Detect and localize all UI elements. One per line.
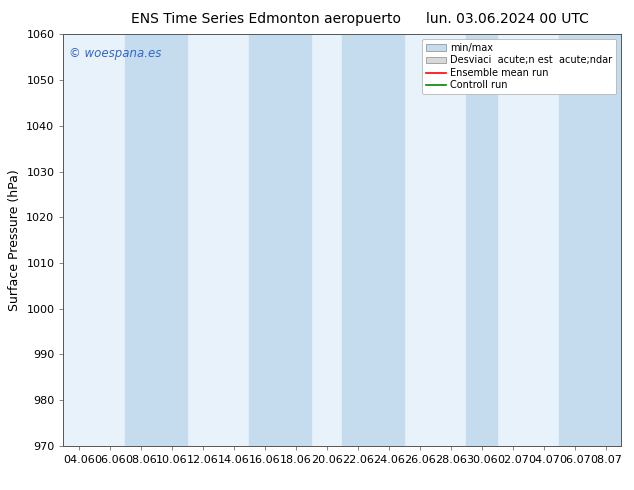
Text: ENS Time Series Edmonton aeropuerto: ENS Time Series Edmonton aeropuerto bbox=[131, 12, 401, 26]
Text: © woespana.es: © woespana.es bbox=[69, 47, 162, 60]
Bar bbox=[559, 34, 621, 446]
Bar bbox=[249, 34, 311, 446]
Bar bbox=[467, 34, 497, 446]
Bar bbox=[342, 34, 404, 446]
Bar bbox=[126, 34, 188, 446]
Y-axis label: Surface Pressure (hPa): Surface Pressure (hPa) bbox=[8, 169, 21, 311]
Text: lun. 03.06.2024 00 UTC: lun. 03.06.2024 00 UTC bbox=[426, 12, 588, 26]
Legend: min/max, Desviaci  acute;n est  acute;ndar, Ensemble mean run, Controll run: min/max, Desviaci acute;n est acute;ndar… bbox=[422, 39, 616, 94]
